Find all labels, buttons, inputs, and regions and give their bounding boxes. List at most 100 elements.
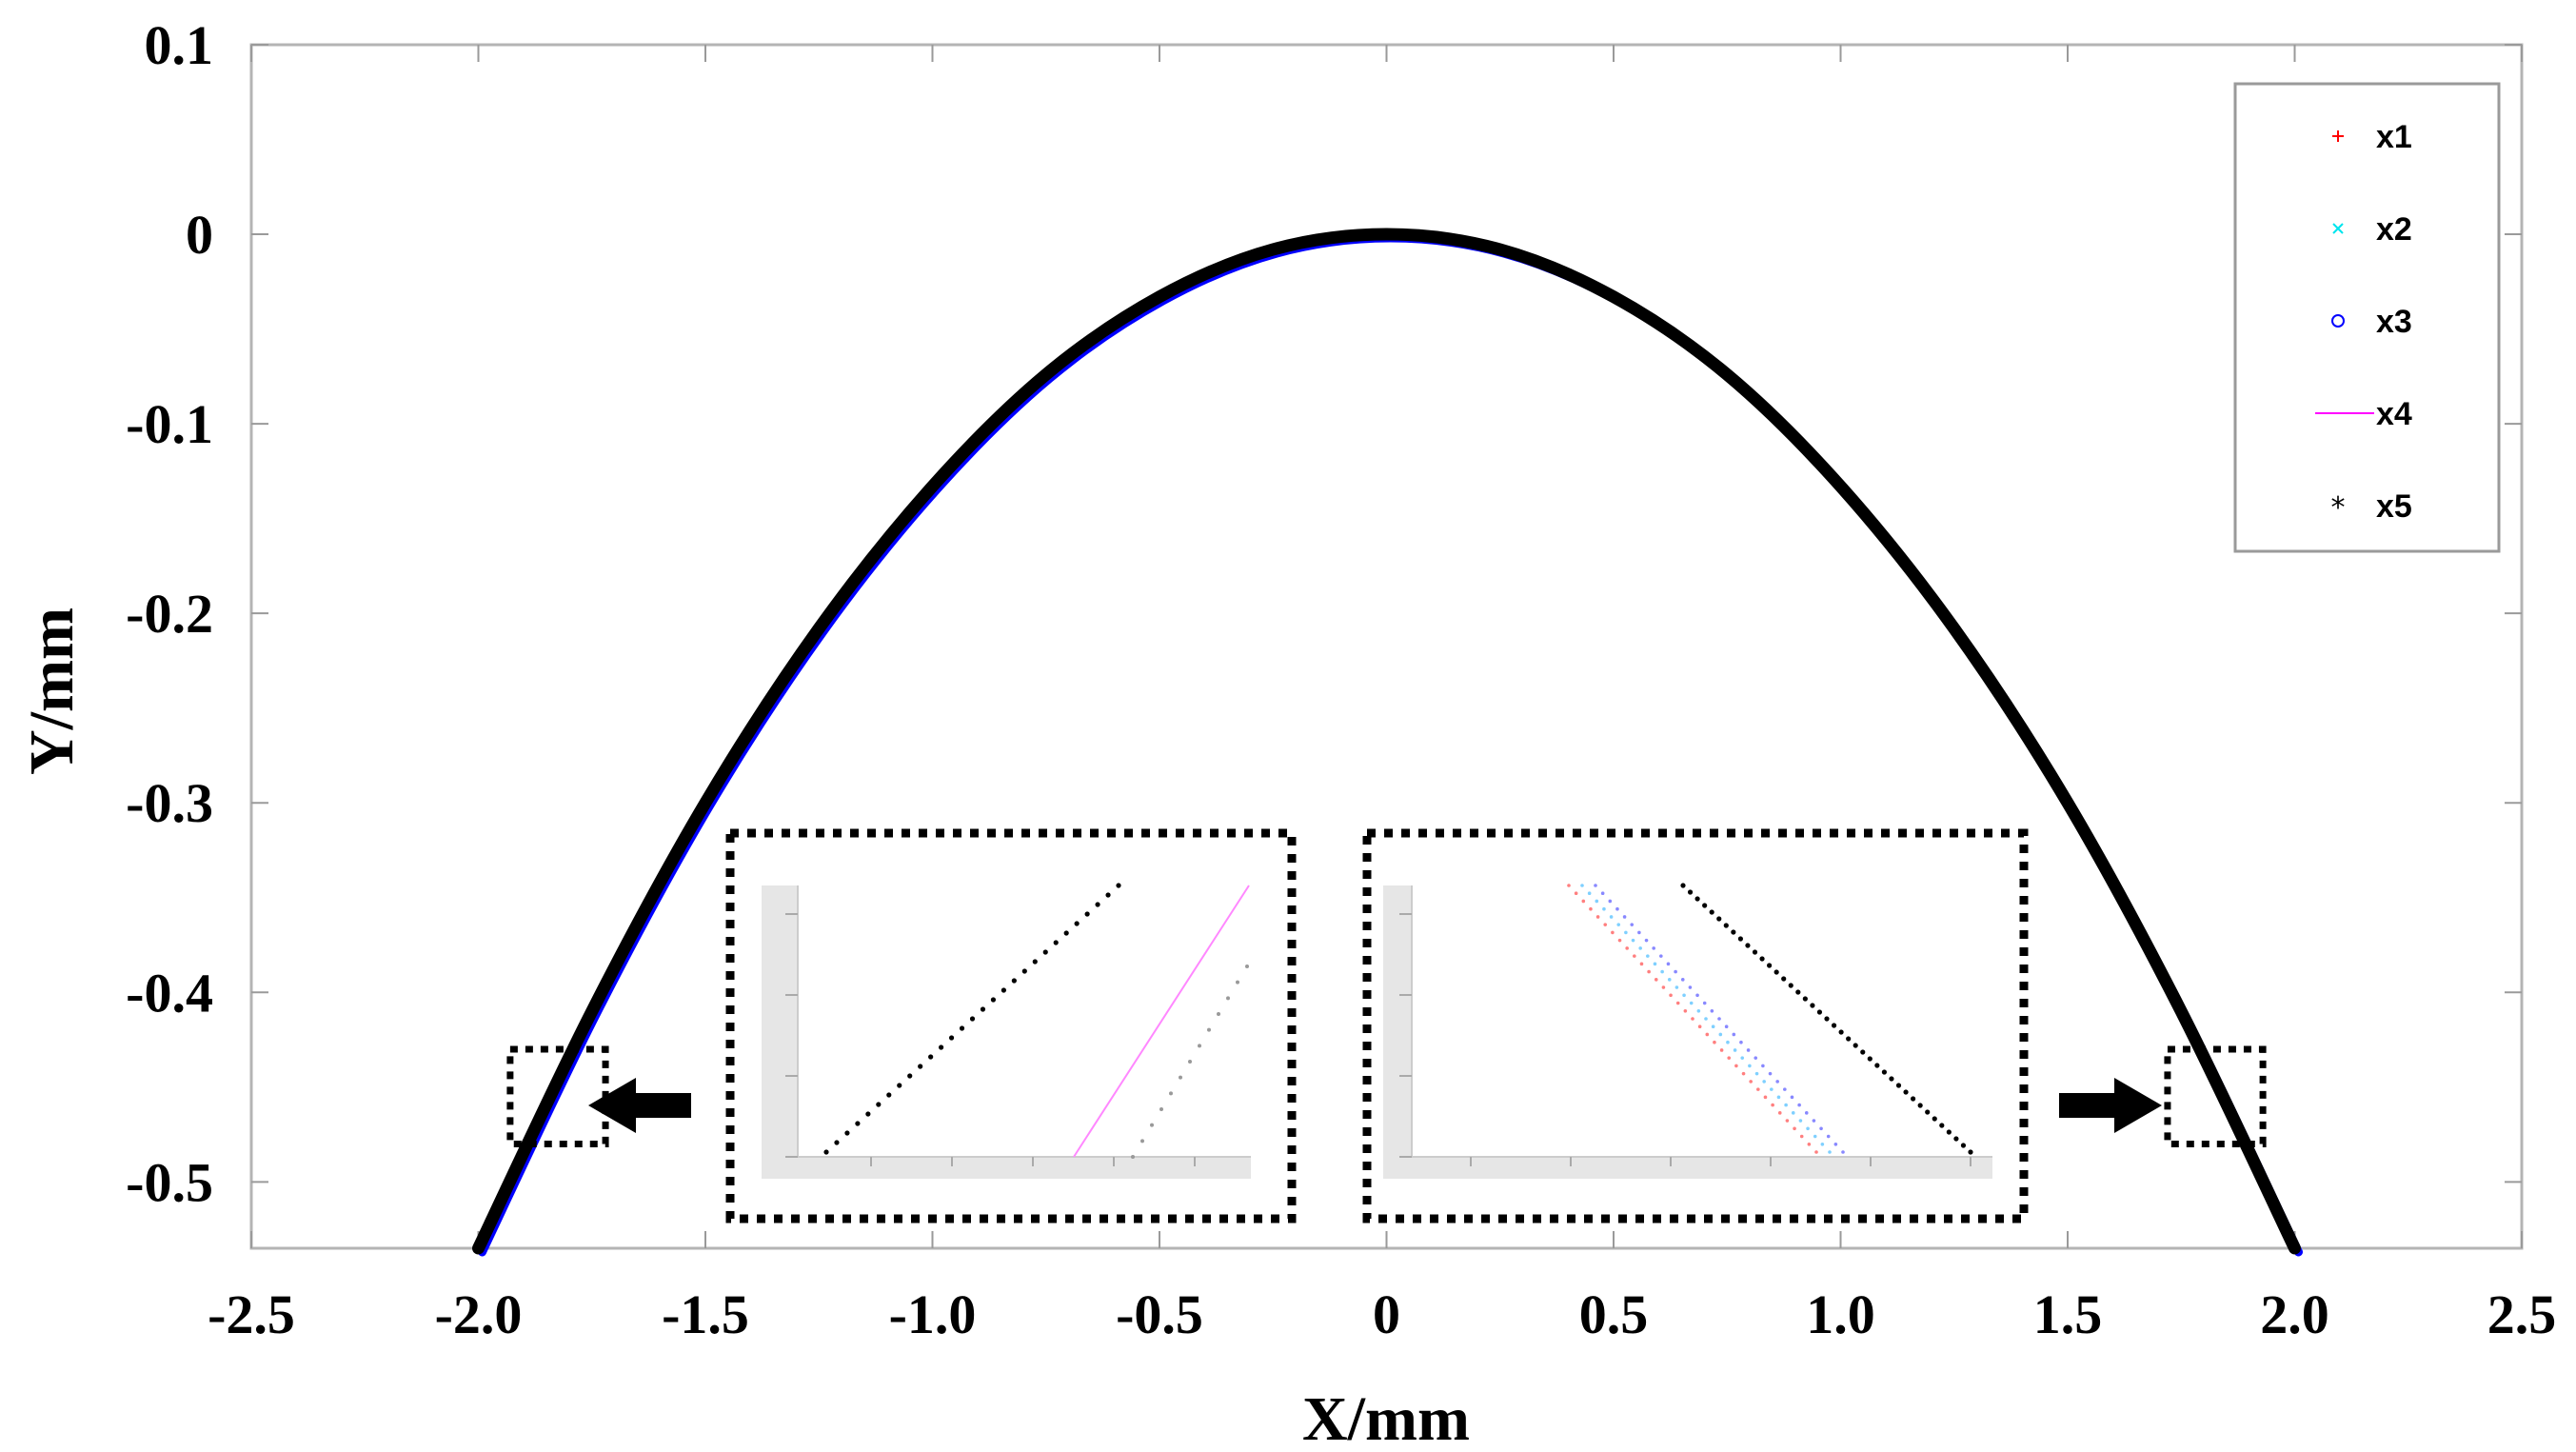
inset-point: [1131, 1155, 1135, 1159]
inset-point: [1705, 1032, 1710, 1037]
inset-point: [897, 1083, 902, 1088]
inset-point: [1781, 976, 1787, 982]
x-tick-label: 2.0: [2260, 1283, 2329, 1345]
zoom-inset-right: [1362, 828, 2029, 1223]
inset-point: [1615, 906, 1619, 911]
inset-point: [1095, 902, 1100, 907]
inset-point: [1697, 1024, 1702, 1029]
inset-point: [1021, 968, 1027, 974]
inset-point: [907, 1073, 913, 1079]
inset-point: [1207, 1027, 1211, 1032]
inset-point: [1939, 1123, 1945, 1128]
inset-point: [1819, 1126, 1823, 1131]
inset-point: [1644, 938, 1649, 943]
inset-point: [1001, 987, 1006, 993]
inset-point: [1625, 946, 1629, 950]
inset-series-x5: [823, 883, 1249, 1159]
inset-point: [1611, 930, 1615, 935]
inset-point: [948, 1035, 955, 1041]
inset-point: [1631, 938, 1635, 943]
inset-axis-band: [762, 1157, 1251, 1179]
inset-point: [1159, 1107, 1163, 1111]
inset-point: [980, 1006, 986, 1012]
inset-point: [1733, 1048, 1737, 1052]
inset-point: [1713, 1040, 1716, 1044]
inset-point: [1925, 1109, 1931, 1115]
inset-point: [1806, 1126, 1810, 1131]
inset-point: [1746, 1048, 1751, 1052]
inset-point: [1802, 996, 1808, 1002]
legend-box: [2233, 82, 2501, 553]
inset-point: [1820, 1142, 1825, 1146]
inset-point: [1053, 940, 1059, 945]
inset-point: [1116, 883, 1121, 888]
inset-point: [1826, 1134, 1831, 1139]
inset-point: [1798, 1119, 1803, 1123]
inset-point: [1770, 1087, 1773, 1091]
inset-point: [1719, 1048, 1724, 1052]
inset-point: [1633, 954, 1636, 958]
inset-point: [1724, 1024, 1729, 1029]
inset-point: [1752, 949, 1758, 955]
inset-point: [1653, 962, 1657, 966]
inset-point: [1828, 1150, 1832, 1154]
inset-point: [1783, 1087, 1787, 1091]
inset-point: [1718, 1032, 1723, 1037]
x-tick-label: -1.5: [662, 1283, 749, 1345]
right-arrow-icon: [2059, 1078, 2162, 1133]
inset-point: [1595, 915, 1600, 919]
inset-point: [1617, 938, 1622, 943]
legend-marker-cross-icon: [2332, 223, 2344, 234]
inset-point: [1762, 1080, 1766, 1084]
inset-point: [1702, 903, 1708, 908]
inset-point: [1824, 1016, 1830, 1022]
inset-point: [1574, 891, 1578, 896]
zoom-inset-left: [725, 828, 1297, 1223]
inset-point: [1960, 1143, 1967, 1148]
x-tick-label: 0: [1373, 1283, 1400, 1345]
inset-point: [1674, 969, 1677, 974]
inset-point: [1567, 884, 1571, 887]
inset-axis-band: [1383, 885, 1412, 1179]
inset-point: [1734, 1064, 1738, 1068]
y-tick-label: -0.1: [126, 393, 213, 455]
inset-point: [1953, 1136, 1959, 1142]
inset-point: [855, 1121, 861, 1126]
inset-point: [1716, 916, 1722, 922]
inset-series-x4: [1073, 885, 1250, 1158]
legend: x1 x2 x3 x4 * x5: [2233, 82, 2501, 553]
y-tick-label: -0.3: [126, 772, 213, 834]
inset-point: [1903, 1089, 1909, 1095]
inset-point: [844, 1130, 850, 1136]
inset-point: [1788, 983, 1793, 988]
inset-point: [1704, 1017, 1708, 1021]
inset-axis-band: [1383, 1157, 1992, 1179]
inset-point: [969, 1016, 976, 1022]
inset-point: [1841, 1150, 1845, 1154]
inset-point: [1731, 929, 1736, 935]
inset-point: [1032, 959, 1038, 965]
inset-point: [1773, 969, 1779, 975]
inset-point: [1710, 1008, 1714, 1013]
inset-point: [1011, 978, 1017, 984]
inset-point: [1768, 1071, 1773, 1076]
inset-point: [1682, 993, 1686, 998]
inset-point: [1726, 1040, 1730, 1044]
inset-point: [1833, 1142, 1838, 1146]
y-axis-title: Y/mm: [17, 607, 87, 775]
x-tick-label: -2.5: [208, 1283, 295, 1345]
inset-point: [1691, 1017, 1694, 1021]
inset-point: [1853, 1043, 1858, 1048]
inset-point: [1639, 962, 1644, 966]
y-tick-label: 0: [186, 204, 213, 266]
x-tick-label: 2.5: [2487, 1283, 2557, 1345]
inset-point: [1932, 1116, 1937, 1122]
inset-point: [1594, 884, 1597, 887]
inset-point: [834, 1140, 840, 1145]
inset-point: [1702, 1001, 1707, 1005]
inset-point: [1767, 963, 1773, 968]
data-curves: [472, 228, 2303, 1257]
inset-point: [1696, 1008, 1701, 1013]
inset-point: [1616, 923, 1621, 926]
x-tick-label: -0.5: [1116, 1283, 1203, 1345]
